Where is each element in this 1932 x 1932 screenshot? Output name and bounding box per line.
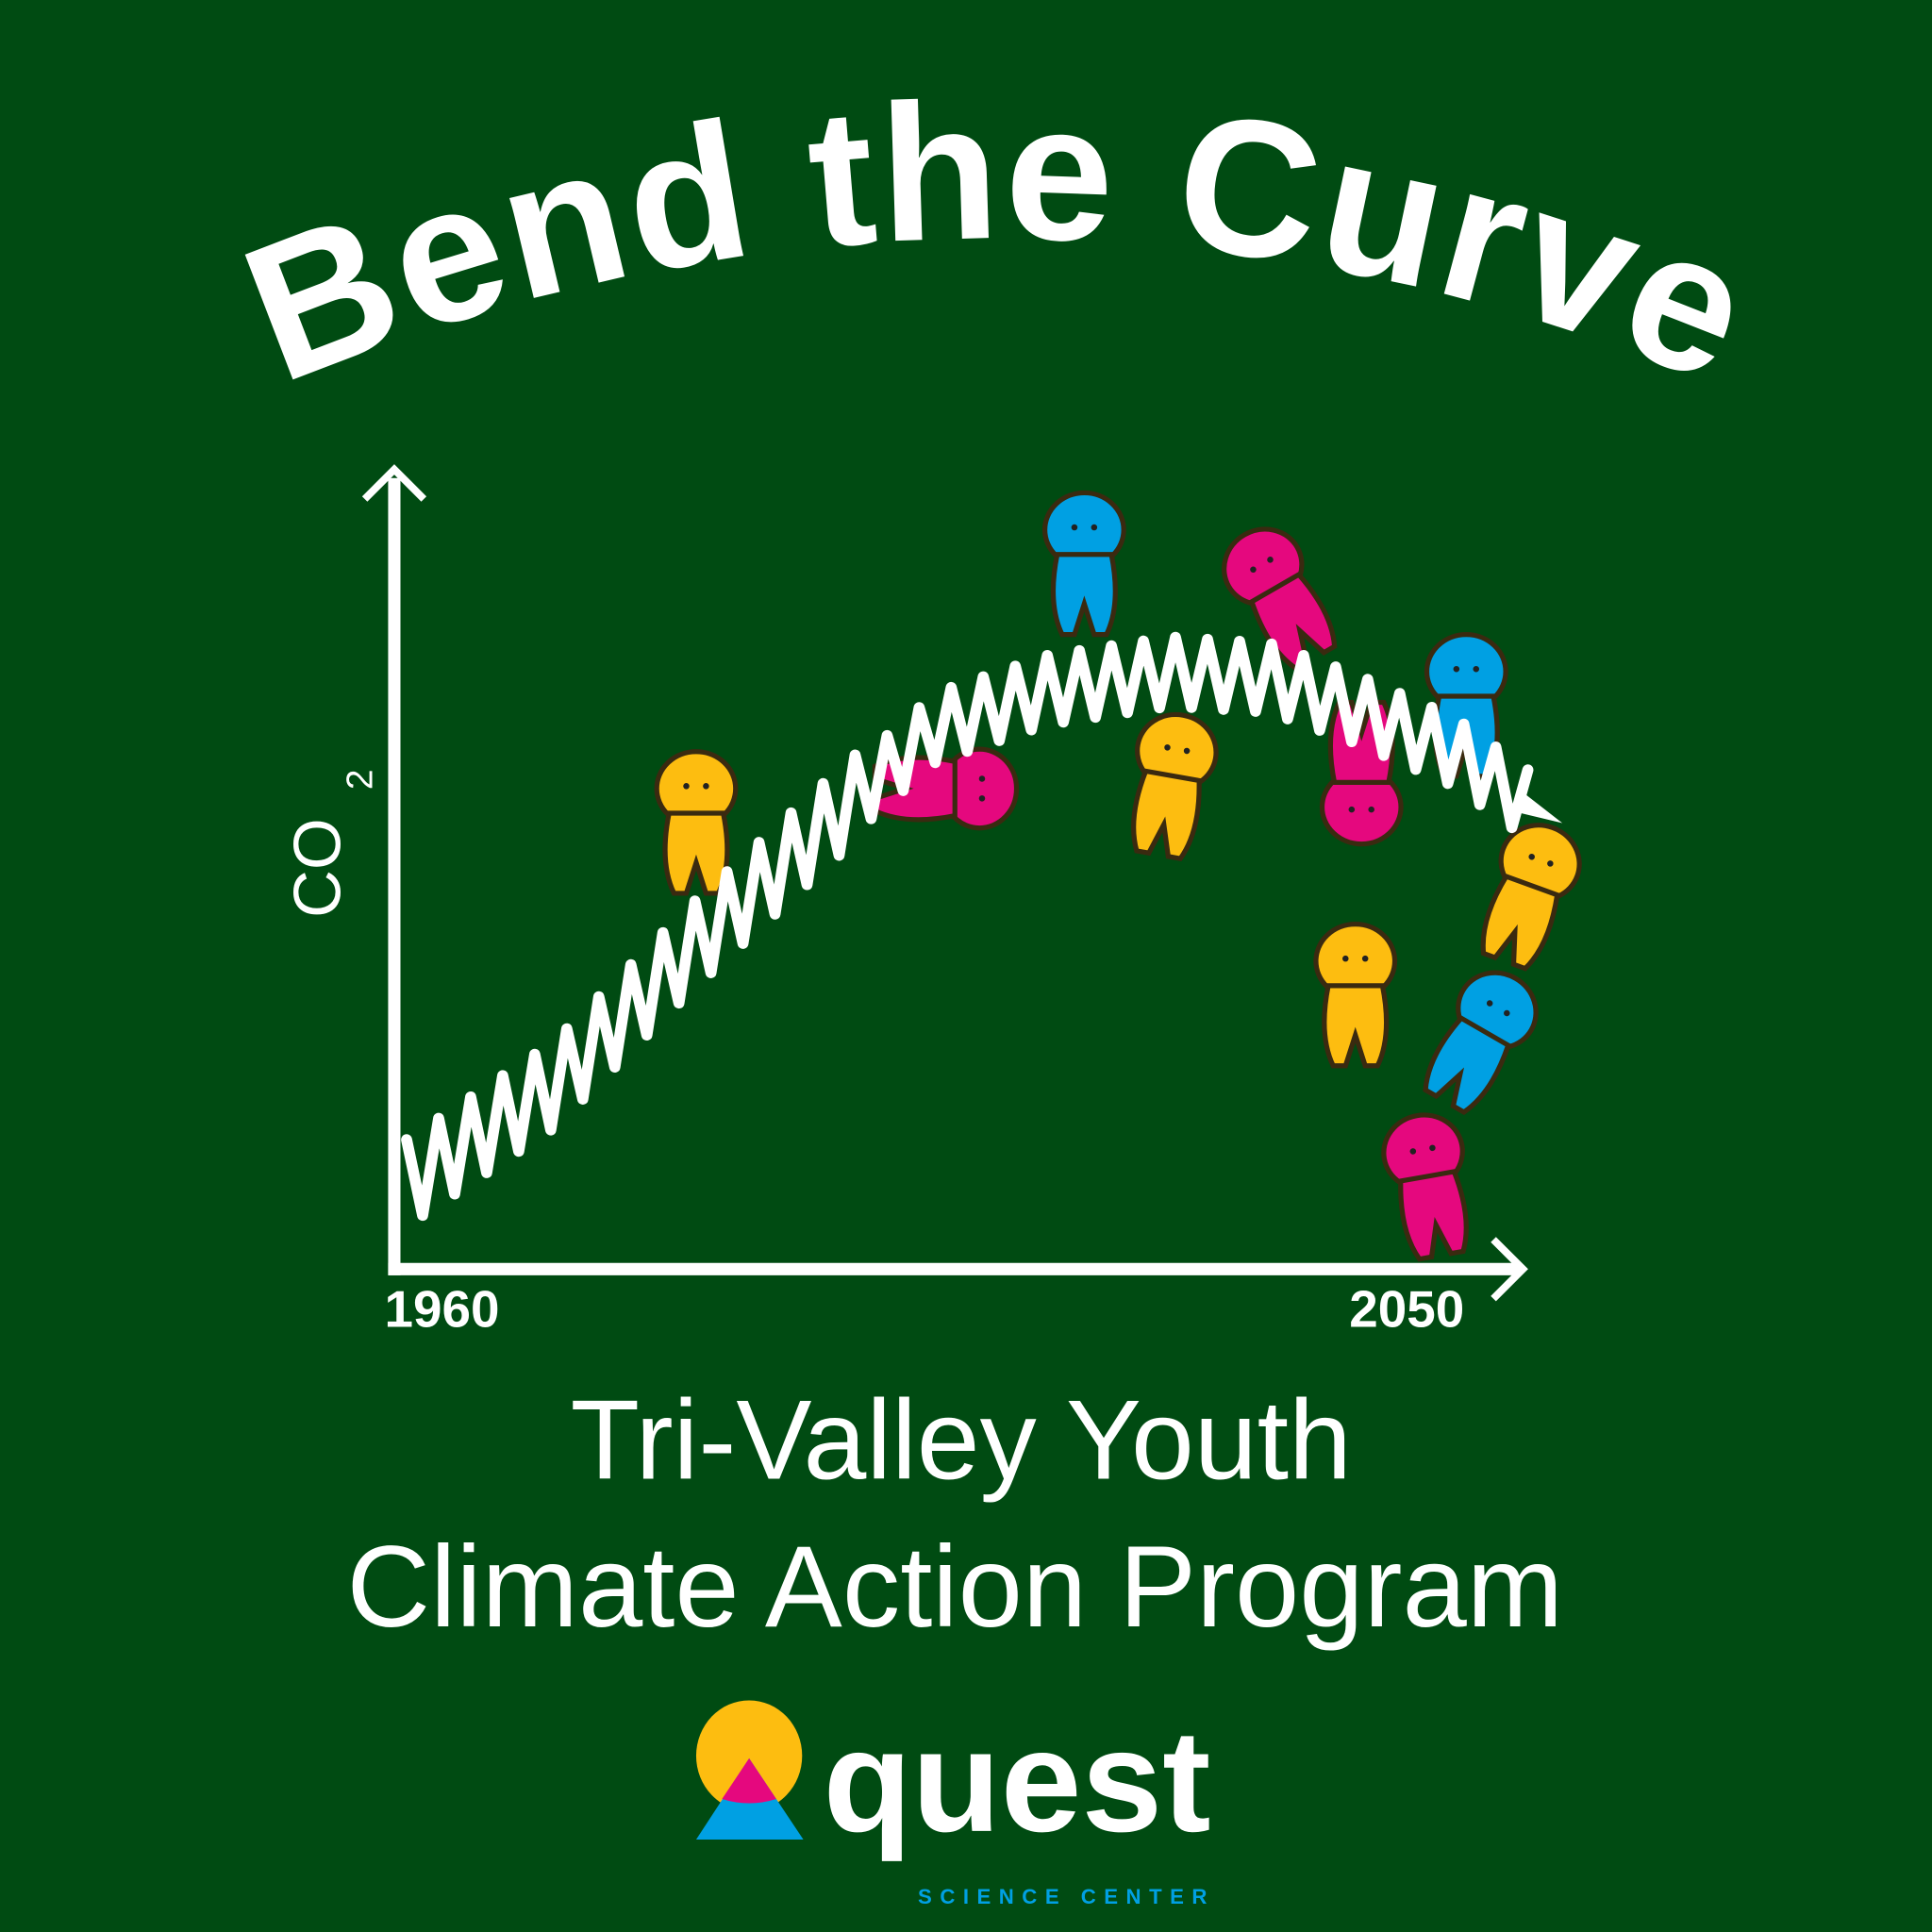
y-axis-arrow-icon — [361, 464, 427, 502]
y-axis-label: CO 2 — [279, 769, 380, 918]
quest-logo-mark-icon — [695, 1700, 804, 1840]
quest-logo: quest SCIENCE CENTER — [695, 1699, 1215, 1908]
co2-curve — [401, 631, 1534, 1222]
climbing-figures — [654, 490, 1582, 1262]
figure-9 — [1480, 823, 1582, 972]
axes — [361, 464, 1528, 1302]
x-axis-arrow-icon — [1491, 1237, 1528, 1302]
logo-wordmark: quest — [823, 1699, 1210, 1862]
logo-tagline: SCIENCE CENTER — [918, 1885, 1215, 1908]
figure-3 — [1041, 490, 1126, 638]
svg-text:CO: CO — [279, 818, 354, 918]
x-end-label: 2050 — [1349, 1280, 1464, 1339]
x-start-label: 1960 — [385, 1280, 500, 1339]
figure-10 — [1423, 970, 1539, 1116]
figure-1 — [654, 749, 739, 896]
program-line-1: Tri-Valley Youth — [571, 1376, 1352, 1503]
figure-4 — [1131, 711, 1219, 862]
figure-8 — [1313, 921, 1398, 1069]
curve-arrow-icon — [1510, 788, 1563, 824]
figure-5 — [1222, 526, 1338, 672]
figure-11 — [1381, 1112, 1469, 1262]
program-line-2: Climate Action Program — [346, 1523, 1563, 1652]
y-axis-subscript: 2 — [340, 769, 380, 790]
